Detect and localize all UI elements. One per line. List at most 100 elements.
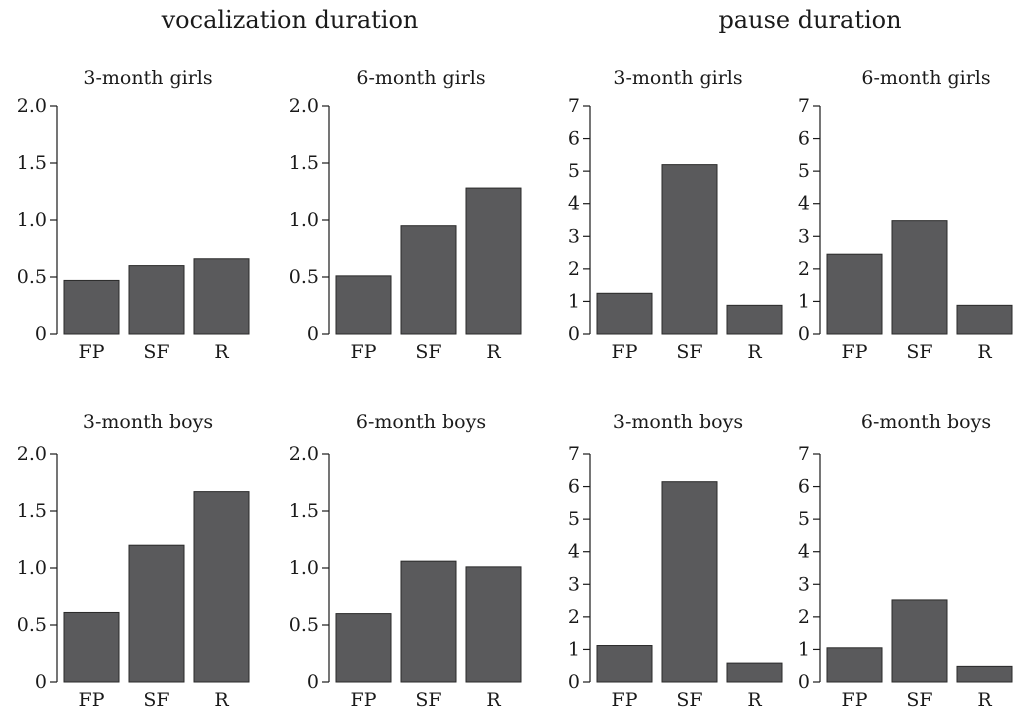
y-tick-label: 5 <box>568 508 580 530</box>
bar-r <box>193 491 250 683</box>
x-tick-label: SF <box>143 689 169 710</box>
bar-fp <box>596 645 653 683</box>
bar-sf <box>891 220 948 335</box>
y-tick-label: 7 <box>568 95 580 117</box>
x-tick-label: SF <box>676 689 702 710</box>
y-tick-label: 7 <box>798 95 810 117</box>
y-tick-label: 6 <box>568 476 580 498</box>
y-tick-label: 0 <box>568 323 580 345</box>
x-tick-label: R <box>486 341 501 363</box>
bar-sf <box>891 599 948 683</box>
bar-r <box>465 566 522 683</box>
chart-title: 6-month boys <box>356 411 486 433</box>
bar-fp <box>63 279 120 335</box>
y-tick-label: 3 <box>798 573 810 595</box>
y-tick-label: 2.0 <box>17 95 47 117</box>
x-tick-label: SF <box>415 689 441 710</box>
y-tick-label: 1 <box>568 638 580 660</box>
y-tick-label: 5 <box>798 508 810 530</box>
y-tick-label: 5 <box>798 160 810 182</box>
x-tick-label: R <box>214 689 229 710</box>
y-tick-label: 1.0 <box>289 557 319 579</box>
x-tick-label: SF <box>906 689 932 710</box>
x-tick-label: FP <box>612 341 638 363</box>
bar-sf <box>661 164 718 335</box>
y-tick-label: 2 <box>798 258 810 280</box>
y-tick-label: 3 <box>568 225 580 247</box>
y-tick-label: 3 <box>568 573 580 595</box>
bar-sf <box>128 544 185 683</box>
y-tick-label: 2.0 <box>289 95 319 117</box>
y-tick-label: 4 <box>568 193 580 215</box>
y-tick-label: 3 <box>798 225 810 247</box>
x-tick-label: SF <box>906 341 932 363</box>
y-tick-label: 1 <box>798 290 810 312</box>
x-tick-label: FP <box>79 341 105 363</box>
chart-panel-6: 6-month boys FP SF R 0 0.5 1.0 1.5 2.0 <box>289 411 522 710</box>
y-tick-label: 2 <box>568 606 580 628</box>
y-tick-label: 4 <box>798 193 810 215</box>
x-tick-label: R <box>747 689 762 710</box>
y-tick-label: 0.5 <box>17 614 47 636</box>
y-tick-label: 7 <box>568 443 580 465</box>
y-tick-label: 1.0 <box>17 557 47 579</box>
x-tick-label: FP <box>351 341 377 363</box>
chart-title: 3-month boys <box>613 411 743 433</box>
y-tick-label: 0.5 <box>289 614 319 636</box>
x-tick-label: R <box>747 341 762 363</box>
group-title-pause: pause duration <box>718 6 902 34</box>
x-tick-label: R <box>977 341 992 363</box>
x-tick-label: SF <box>676 341 702 363</box>
x-tick-label: FP <box>842 689 868 710</box>
y-tick-label: 2.0 <box>289 443 319 465</box>
y-tick-label: 0 <box>798 323 810 345</box>
y-tick-label: 1.5 <box>289 152 319 174</box>
x-tick-label: SF <box>143 341 169 363</box>
chart-panel-4: 6-month girls FP SF R 0 1 2 3 4 5 6 7 <box>798 67 1013 363</box>
y-tick-label: 0.5 <box>289 266 319 288</box>
bar-fp <box>335 275 392 335</box>
bar-sf <box>400 225 457 335</box>
bar-r <box>956 665 1013 683</box>
y-tick-label: 4 <box>798 541 810 563</box>
y-tick-label: 0 <box>798 671 810 693</box>
chart-panel-7: 3-month boys FP SF R 0 1 2 3 4 5 6 7 <box>568 411 783 710</box>
bar-r <box>726 304 783 335</box>
chart-panel-3: 3-month girls FP SF R 0 1 2 3 4 5 6 7 <box>568 67 783 363</box>
chart-panel-2: 6-month girls FP SF R 0 0.5 1.0 1.5 2.0 <box>289 67 522 363</box>
y-tick-label: 1.5 <box>17 500 47 522</box>
chart-title: 6-month girls <box>356 67 485 89</box>
x-tick-label: R <box>214 341 229 363</box>
bar-r <box>956 304 1013 335</box>
y-tick-label: 1.0 <box>289 209 319 231</box>
bar-fp <box>63 611 120 683</box>
x-tick-label: FP <box>79 689 105 710</box>
group-title-vocalization: vocalization duration <box>161 6 419 34</box>
y-tick-label: 2 <box>798 606 810 628</box>
bar-r <box>193 258 250 335</box>
chart-panel-1: 3-month girls FP SF R 0 0.5 1.0 1.5 2.0 <box>17 67 250 363</box>
bar-sf <box>400 560 457 683</box>
y-tick-label: 1 <box>568 290 580 312</box>
y-tick-label: 2.0 <box>17 443 47 465</box>
y-tick-label: 6 <box>798 128 810 150</box>
bar-fp <box>826 647 883 683</box>
y-tick-label: 5 <box>568 160 580 182</box>
y-tick-label: 0 <box>35 323 47 345</box>
y-tick-label: 1.0 <box>17 209 47 231</box>
x-tick-label: R <box>486 689 501 710</box>
x-tick-label: FP <box>351 689 377 710</box>
y-tick-label: 0 <box>35 671 47 693</box>
y-tick-label: 1 <box>798 638 810 660</box>
bar-fp <box>826 253 883 335</box>
y-tick-label: 6 <box>798 476 810 498</box>
y-tick-label: 0 <box>568 671 580 693</box>
bar-fp <box>596 292 653 335</box>
chart-title: 3-month girls <box>613 67 742 89</box>
x-tick-label: FP <box>612 689 638 710</box>
y-tick-label: 0 <box>307 323 319 345</box>
y-tick-label: 1.5 <box>17 152 47 174</box>
chart-title: 3-month girls <box>83 67 212 89</box>
y-tick-label: 4 <box>568 541 580 563</box>
